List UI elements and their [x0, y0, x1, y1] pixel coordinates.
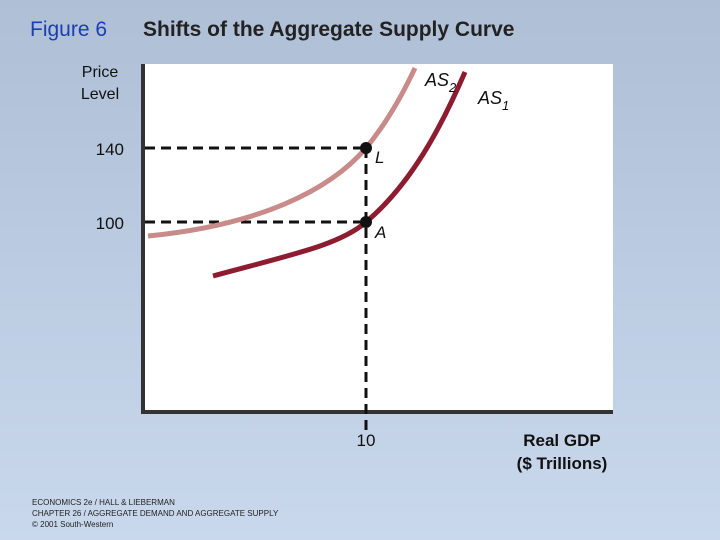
point: [360, 142, 372, 154]
y-axis-label: Level: [81, 86, 119, 103]
curve-subscript: 2: [448, 80, 457, 95]
curve-name: AS: [424, 70, 449, 90]
curve-name: AS: [477, 88, 502, 108]
y-axis-label: Price: [82, 64, 119, 81]
point: [360, 216, 372, 228]
curve-subscript: 1: [502, 98, 509, 113]
point-label: A: [374, 223, 386, 242]
figure-number: Figure 6: [30, 18, 107, 41]
x-tick-label: 10: [357, 431, 376, 450]
x-axis-label: ($ Trillions): [517, 454, 608, 473]
curve-label: AS1: [477, 88, 509, 113]
plot-area: [143, 64, 613, 412]
footer-line: ECONOMICS 2e / HALL & LIEBERMAN: [32, 498, 175, 507]
footer-line: CHAPTER 26 / AGGREGATE DEMAND AND AGGREG…: [32, 509, 279, 518]
x-axis-label: Real GDP: [523, 431, 600, 450]
as2-curve: [147, 66, 418, 239]
footer-line: © 2001 South-Western: [32, 520, 113, 529]
curve-label: AS2: [424, 70, 457, 95]
point-label: L: [375, 148, 384, 167]
y-tick-label: 100: [96, 214, 124, 233]
y-tick-label: 140: [96, 140, 124, 159]
figure-title: Shifts of the Aggregate Supply Curve: [143, 18, 514, 41]
